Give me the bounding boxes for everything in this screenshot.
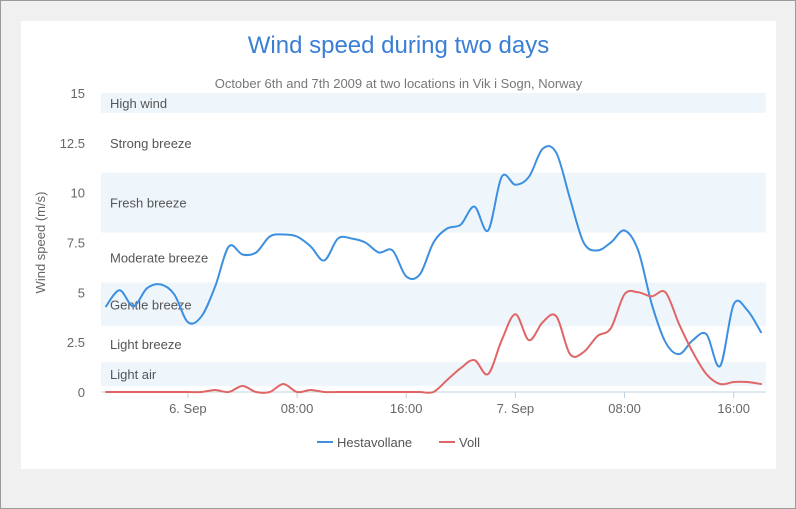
legend[interactable]: Hestavollane Voll [317,435,480,450]
y-axis: 0 2.5 5 7.5 10 12.5 15 [60,86,85,400]
x-tick-label: 7. Sep [497,401,535,416]
y-tick-label: 7.5 [67,236,85,251]
y-tick-label: 15 [71,86,85,101]
y-tick-label: 12.5 [60,136,85,151]
plot-band-label: High wind [110,96,167,111]
y-axis-title: Wind speed (m/s) [33,192,48,294]
x-tick-label: 08:00 [281,401,314,416]
x-axis: 6. Sep 08:00 16:00 7. Sep 08:00 16:00 [101,391,766,416]
x-tick-label: 16:00 [390,401,423,416]
plot-band-0 [101,362,766,387]
plot-bands: Light air Light breeze Gentle breeze Modera… [101,93,766,387]
x-tick-label: 08:00 [608,401,641,416]
legend-label: Hestavollane [337,435,412,450]
plot-band-6 [101,93,766,113]
plot-band-2 [101,282,766,327]
plot-band-label: Light breeze [110,337,182,352]
x-tick-label: 16:00 [717,401,750,416]
series-lines [105,145,762,394]
legend-item-voll[interactable]: Voll [439,435,480,450]
y-tick-label: 10 [71,186,85,201]
plot-band-label: Moderate breeze [110,250,208,265]
y-tick-label: 5 [78,285,85,300]
chart-subtitle: October 6th and 7th 2009 at two location… [215,76,583,91]
plot-band-label: Strong breeze [110,136,192,151]
chart-card: Wind speed during two days October 6th a… [21,21,776,469]
plot-band-label: Fresh breeze [110,196,187,211]
plot-band-label: Light air [110,367,157,382]
x-tick-label: 6. Sep [169,401,207,416]
legend-label: Voll [459,435,480,450]
y-tick-label: 0 [78,385,85,400]
legend-item-hestavollane[interactable]: Hestavollane [317,435,412,450]
y-tick-label: 2.5 [67,335,85,350]
chart-title: Wind speed during two days [248,32,550,59]
series-line-hestavollane[interactable] [105,145,762,368]
wind-speed-chart: Wind speed during two days October 6th a… [33,32,766,450]
plot-band-label: Gentle breeze [110,297,192,312]
plot-band-4 [101,172,766,233]
series-line-voll[interactable] [105,289,762,394]
